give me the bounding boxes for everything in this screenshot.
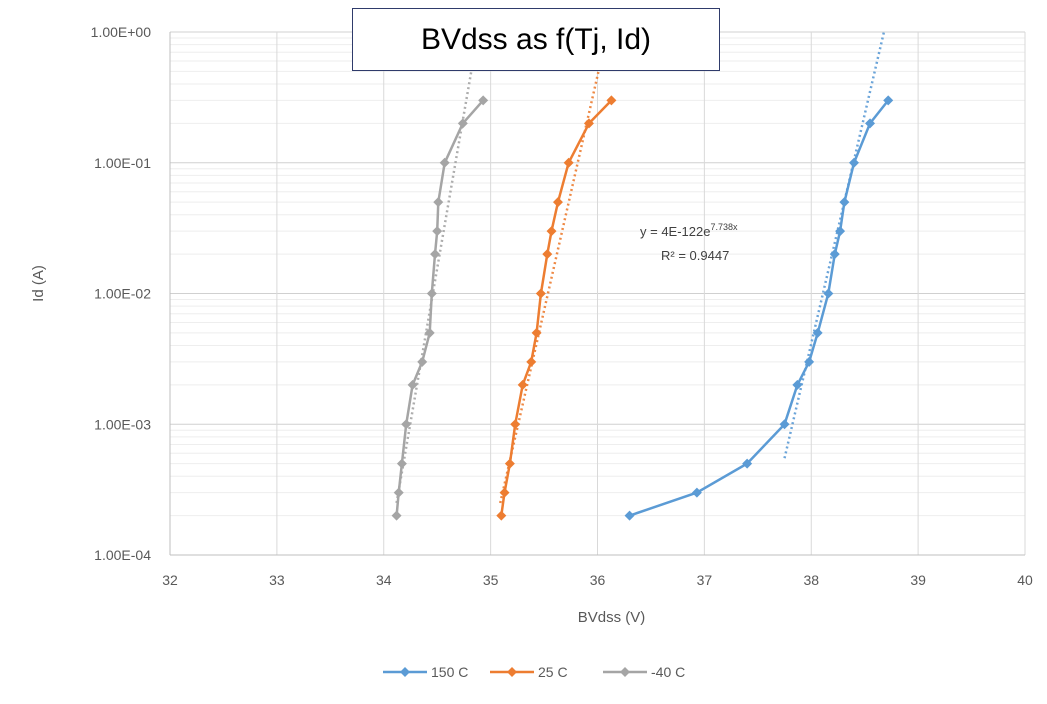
data-point xyxy=(883,95,894,106)
x-axis-title: BVdss (V) xyxy=(578,609,646,626)
data-point xyxy=(812,327,823,338)
data-point xyxy=(823,288,834,299)
legend-label: 150 C xyxy=(431,664,468,680)
data-point xyxy=(496,510,507,521)
data-point xyxy=(432,226,443,237)
data-point xyxy=(531,327,542,338)
data-point xyxy=(391,510,402,521)
y-tick-label: 1.00E-03 xyxy=(94,416,151,432)
chart-title-box: BVdss as f(Tj, Id) xyxy=(352,8,720,71)
x-tick-label: 36 xyxy=(590,572,606,588)
data-point xyxy=(606,95,617,106)
legend-label: 25 C xyxy=(538,664,568,680)
data-point xyxy=(393,487,404,498)
y-tick-label: 1.00E-02 xyxy=(94,286,151,302)
data-point xyxy=(424,327,435,338)
legend-marker xyxy=(507,667,517,677)
data-point xyxy=(779,419,790,430)
data-point xyxy=(835,226,846,237)
data-point xyxy=(691,487,702,498)
data-point xyxy=(478,95,489,106)
x-tick-label: 33 xyxy=(269,572,285,588)
data-point xyxy=(401,419,412,430)
x-tick-label: 40 xyxy=(1017,572,1033,588)
x-tick-label: 32 xyxy=(162,572,178,588)
data-point xyxy=(433,197,444,208)
grid xyxy=(169,31,1026,556)
x-tick-label: 39 xyxy=(910,572,926,588)
data-point xyxy=(552,197,563,208)
data-point xyxy=(792,379,803,390)
series-line xyxy=(629,99,890,517)
data-point xyxy=(426,288,437,299)
data-point xyxy=(563,157,574,168)
axes xyxy=(169,32,1025,556)
data-point xyxy=(804,356,815,367)
x-tick-label: 35 xyxy=(483,572,499,588)
labels: 1.00E-04 1.00E-03 1.00E-02 1.00E-01 1.00E+00… xyxy=(30,24,1033,626)
data-point xyxy=(742,458,753,469)
data-point xyxy=(535,288,546,299)
data-point xyxy=(510,419,521,430)
legend-marker xyxy=(620,667,630,677)
data-point xyxy=(839,197,850,208)
data-point xyxy=(439,157,450,168)
legend-marker xyxy=(400,667,410,677)
x-tick-label: 37 xyxy=(697,572,713,588)
y-tick-label: 1.00E-04 xyxy=(94,547,151,563)
x-tick-label: 34 xyxy=(376,572,392,588)
legend: 150 C 25 C -40 C xyxy=(383,664,685,680)
series xyxy=(391,95,894,521)
y-tick-label: 1.00E+00 xyxy=(91,24,152,40)
data-point xyxy=(829,249,840,260)
data-point xyxy=(526,356,537,367)
data-point xyxy=(499,487,510,498)
series-line xyxy=(500,99,613,516)
chart-title: BVdss as f(Tj, Id) xyxy=(420,22,652,56)
legend-label: -40 C xyxy=(651,664,685,680)
trendline xyxy=(499,51,605,504)
trendline xyxy=(783,31,886,459)
data-point xyxy=(583,118,594,129)
data-point xyxy=(624,510,635,521)
data-point xyxy=(430,249,441,260)
data-point xyxy=(407,379,418,390)
y-tick-label: 1.00E-01 xyxy=(94,155,151,171)
data-point xyxy=(865,118,876,129)
data-point xyxy=(546,226,557,237)
data-point xyxy=(517,379,528,390)
trendline-r-squared: R² = 0.9447 xyxy=(661,248,729,263)
data-point xyxy=(849,157,859,168)
data-point xyxy=(396,458,407,469)
series-line xyxy=(395,99,485,516)
data-point xyxy=(417,356,428,367)
data-point xyxy=(457,118,468,129)
x-tick-label: 38 xyxy=(803,572,819,588)
data-point xyxy=(504,458,515,469)
y-axis-title: Id (A) xyxy=(30,265,47,302)
trendline-equation: y = 4E-122e7.738x xyxy=(640,222,738,239)
data-point xyxy=(542,249,553,260)
